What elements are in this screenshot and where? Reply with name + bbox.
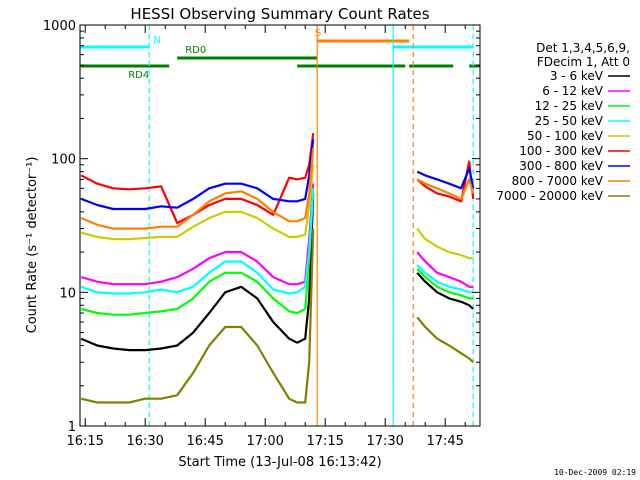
series-50-100-kev-segment-2 <box>416 227 474 260</box>
series-3-6-kev-segment-2 <box>416 272 474 310</box>
footer-date: 10-Dec-2009 02:19 <box>554 468 636 477</box>
attenuator-lines <box>79 25 474 426</box>
chart-title: HESSI Observing Summary Count Rates <box>130 5 429 23</box>
y-tick-label: 1 <box>68 420 76 435</box>
y-tick-label: 10 <box>59 286 76 301</box>
flag-label-n: N <box>153 35 160 46</box>
series-50-100-kev-segment-1 <box>80 164 315 241</box>
x-tick-label: 17:00 <box>246 434 283 449</box>
y-axis-label: Count Rate (s⁻¹ detector⁻¹) <box>25 157 40 334</box>
legend-label-800-7000-kev: 800 - 7000 keV <box>512 174 604 188</box>
series-800-7000-kev-segment-2 <box>416 178 475 200</box>
y-tick-label: 1000 <box>43 19 76 34</box>
legend-label-6-12-kev: 6 - 12 keV <box>542 84 604 98</box>
series-25-50-kev-segment-1 <box>80 188 315 295</box>
series-6-12-kev-segment-1 <box>80 183 315 286</box>
series-300-800-kev-segment-2 <box>416 167 475 190</box>
series-12-25-kev-segment-1 <box>80 188 315 316</box>
legend-label-12-25-kev: 12 - 25 keV <box>535 99 604 113</box>
flag-label-rd0: RD0 <box>185 45 206 56</box>
flag-bars: N S RD0 RD4 <box>80 28 480 81</box>
axes: 16:15 16:30 16:45 17:00 17:15 17:30 17:45 1 10 10… <box>43 19 481 449</box>
x-tick-label: 16:45 <box>186 434 223 449</box>
legend-label-50-100-kev: 50 - 100 keV <box>527 129 604 143</box>
x-axis-label: Start Time (13-Jul-08 16:13:42) <box>178 455 381 470</box>
legend-label-300-800-kev: 300 - 800 keV <box>519 159 603 173</box>
flag-label-s: S <box>315 28 321 39</box>
series-100-300-kev-segment-2 <box>416 160 475 203</box>
series-3-6-kev-segment-1 <box>80 193 315 352</box>
legend-label-7000-20000-kev: 7000 - 20000 keV <box>496 189 603 203</box>
series-lines <box>80 133 475 404</box>
legend-header-line: FDecim 1, Att 0 <box>537 55 630 69</box>
x-tick-label: 16:30 <box>126 434 163 449</box>
series-12-25-kev-segment-2 <box>416 268 474 300</box>
legend-label-25-50-kev: 25 - 50 keV <box>535 114 604 128</box>
x-tick-label: 16:15 <box>66 434 103 449</box>
series-7000-20000-kev-segment-2 <box>416 316 474 364</box>
y-tick-label: 100 <box>51 153 76 168</box>
series-300-800-kev-segment-1 <box>80 138 315 211</box>
series-6-12-kev-segment-2 <box>416 251 474 288</box>
series-25-50-kev-segment-2 <box>416 264 474 294</box>
legend-label-3-6-kev: 3 - 6 keV <box>550 69 604 83</box>
series-7000-20000-kev-segment-1 <box>80 228 315 404</box>
plot-frame <box>79 24 481 427</box>
x-tick-label: 17:45 <box>426 434 463 449</box>
series-100-300-kev-segment-1 <box>80 133 315 225</box>
x-tick-label: 17:30 <box>366 434 403 449</box>
legend-header-line: Det 1,3,4,5,6,9, <box>536 41 630 55</box>
series-800-7000-kev-segment-1 <box>80 148 315 230</box>
legend-label-100-300-kev: 100 - 300 keV <box>519 144 603 158</box>
legend: Det 1,3,4,5,6,9,FDecim 1, Att 03 - 6 keV… <box>496 41 630 203</box>
x-tick-label: 17:15 <box>306 434 343 449</box>
flag-label-rd4: RD4 <box>128 70 149 81</box>
